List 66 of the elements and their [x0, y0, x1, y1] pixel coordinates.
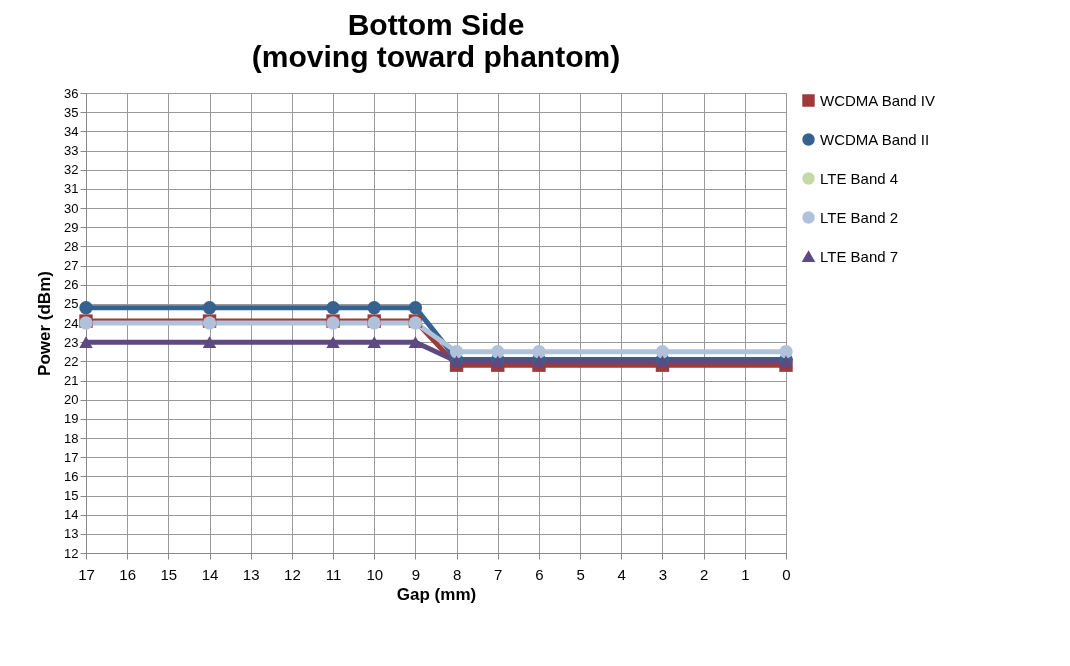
point	[79, 300, 93, 315]
y-tick-label: 13	[64, 526, 79, 542]
x-tick-label: 9	[411, 565, 421, 583]
point	[326, 336, 340, 348]
point	[326, 300, 340, 315]
x-tick-label: 0	[782, 565, 791, 583]
y-tick-label: 20	[64, 392, 79, 408]
legend-label: LTE Band 2	[820, 208, 899, 226]
chart-title: Bottom Side (moving toward phantom)	[251, 8, 621, 73]
legend-label: WCDMA Band IV	[820, 91, 936, 109]
x-tick-label: 7	[494, 565, 503, 583]
y-tick-label: 27	[64, 258, 79, 273]
legend-label: LTE Band 4	[820, 169, 899, 187]
y-tick-label: 14	[64, 507, 79, 523]
y-tick-label: 25	[64, 296, 79, 312]
y-tick-label: 30	[64, 200, 79, 216]
y-axis-title: Power (dBm)	[35, 271, 55, 376]
legend-label: WCDMA Band II	[820, 130, 930, 148]
y-tick-label: 32	[64, 162, 79, 178]
x-axis-title: Gap (mm)	[396, 584, 477, 604]
x-tick-label: 15	[160, 565, 178, 583]
y-tick-label: 22	[64, 353, 79, 369]
x-tick-label: 8	[452, 565, 462, 583]
x-tick-label: 12	[284, 565, 301, 583]
point	[449, 345, 464, 359]
x-tick-label: 2	[699, 565, 709, 583]
x-tick-label: 14	[201, 565, 219, 583]
y-tick-label: 15	[64, 488, 79, 503]
y-tick-label: 35	[64, 104, 79, 120]
y-tick-label: 12	[64, 545, 79, 561]
x-tick-label: 3	[658, 565, 668, 583]
x-tick-label: 6	[535, 565, 544, 583]
point	[202, 300, 217, 315]
y-tick-label: 28	[64, 238, 79, 254]
x-tick-label: 1	[741, 565, 750, 583]
point	[79, 336, 93, 348]
point	[655, 345, 670, 359]
y-tick-label: 24	[64, 315, 79, 331]
point	[532, 345, 546, 359]
y-tick-label: 17	[64, 449, 79, 465]
y-tick-label: 26	[64, 277, 79, 293]
y-tick-label: 31	[64, 181, 79, 197]
y-tick-label: 29	[64, 219, 79, 235]
legend-label: LTE Band 7	[820, 247, 899, 265]
point	[202, 336, 217, 348]
y-tick-label: 34	[64, 123, 79, 139]
y-tick-label: 36	[64, 85, 79, 101]
x-tick-label: 13	[242, 565, 260, 583]
y-tick-label: 16	[64, 468, 79, 484]
y-tick-label: 33	[64, 143, 79, 158]
point	[491, 345, 505, 359]
y-tick-label: 18	[64, 430, 79, 446]
point	[408, 336, 423, 348]
point	[779, 345, 793, 359]
x-tick-label: 16	[119, 565, 137, 583]
point	[367, 300, 381, 315]
x-tick-label: 17	[78, 565, 95, 583]
y-tick-label: 23	[64, 334, 79, 350]
point	[408, 300, 423, 315]
point	[367, 336, 381, 348]
x-tick-label: 11	[325, 565, 342, 583]
x-tick-label: 4	[617, 565, 626, 583]
x-tick-label: 5	[576, 565, 585, 583]
x-tick-label: 10	[366, 565, 384, 583]
y-tick-label: 19	[64, 411, 79, 427]
y-tick-label: 21	[64, 373, 79, 388]
